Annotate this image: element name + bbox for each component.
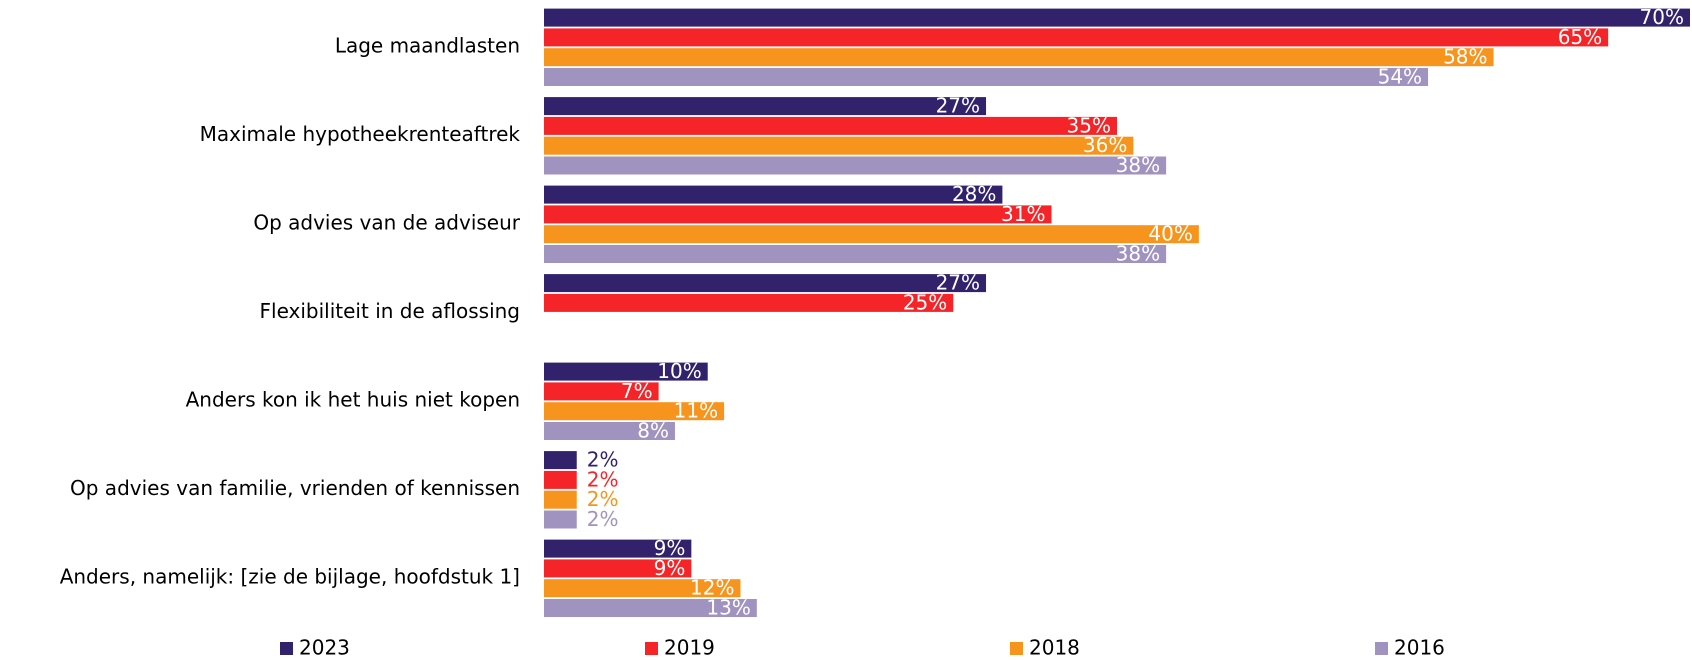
value-label: 70% <box>1640 5 1684 29</box>
value-label: 7% <box>621 379 653 403</box>
category-label: Flexibiliteit in de aflossing <box>260 299 520 323</box>
bar <box>544 156 1167 175</box>
bar <box>544 116 1117 135</box>
value-label: 9% <box>654 556 686 580</box>
category-label: Op advies van familie, vrienden of kenni… <box>70 476 520 500</box>
legend-label: 2016 <box>1394 636 1445 660</box>
bar <box>544 402 725 421</box>
value-label: 38% <box>1116 242 1160 266</box>
value-label: 9% <box>654 536 686 560</box>
bar <box>544 599 757 617</box>
value-label: 2% <box>587 448 619 472</box>
value-label: 36% <box>1083 133 1127 157</box>
value-label: 40% <box>1148 222 1192 246</box>
bar <box>544 185 1003 204</box>
category-label: Anders, namelijk: [zie de bijlage, hoofd… <box>60 565 520 589</box>
value-label: 8% <box>637 419 669 443</box>
value-label: 10% <box>657 359 701 383</box>
category-label: Op advies van de adviseur <box>253 211 520 235</box>
bar <box>544 245 1167 263</box>
legend-swatch <box>1010 642 1023 655</box>
value-label: 13% <box>706 596 750 620</box>
bar <box>544 539 692 558</box>
bar <box>544 8 1690 27</box>
bar <box>544 28 1609 47</box>
value-label: 35% <box>1067 113 1111 137</box>
value-label: 2% <box>587 467 619 491</box>
value-label: 58% <box>1443 45 1487 69</box>
legend-swatch <box>645 642 658 655</box>
bar <box>544 225 1199 244</box>
bar <box>544 97 987 116</box>
legend-label: 2019 <box>664 636 715 660</box>
bar <box>544 559 692 578</box>
value-label: 27% <box>936 94 980 118</box>
value-label: 12% <box>690 576 734 600</box>
legend-label: 2023 <box>299 636 350 660</box>
value-label: 27% <box>936 271 980 295</box>
bar <box>544 579 741 598</box>
value-label: 25% <box>903 290 947 314</box>
bar <box>544 382 659 401</box>
legend-label: 2018 <box>1029 636 1080 660</box>
value-label: 38% <box>1116 153 1160 177</box>
bar <box>544 48 1494 67</box>
category-label: Anders kon ik het huis niet kopen <box>186 388 520 412</box>
bar <box>544 293 954 312</box>
category-label: Maximale hypotheekrenteaftrek <box>200 122 521 146</box>
bar <box>544 422 675 440</box>
bar <box>544 510 577 529</box>
bar <box>544 205 1052 224</box>
value-label: 2% <box>587 487 619 511</box>
value-label: 54% <box>1378 65 1422 89</box>
bar <box>544 470 577 489</box>
bar <box>544 451 577 470</box>
bar <box>544 362 708 381</box>
value-label: 28% <box>952 182 996 206</box>
value-label: 2% <box>587 507 619 531</box>
bar <box>544 136 1134 155</box>
value-label: 31% <box>1001 202 1045 226</box>
legend-swatch <box>1375 642 1388 655</box>
bar <box>544 274 987 293</box>
legend-swatch <box>280 642 293 655</box>
value-label: 65% <box>1558 25 1602 49</box>
value-label: 11% <box>674 399 718 423</box>
bar <box>544 68 1429 86</box>
bar <box>544 490 577 509</box>
category-label: Lage maandlasten <box>335 34 520 58</box>
